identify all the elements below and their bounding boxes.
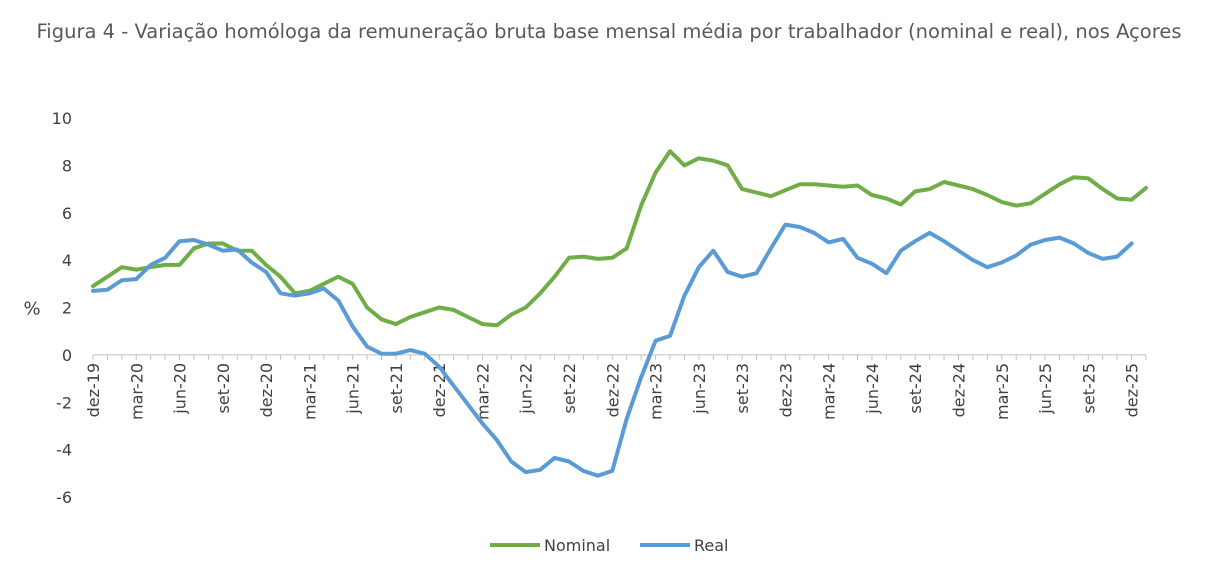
legend: Nominal Real (490, 536, 729, 555)
x-tick-label: dez-20 (257, 363, 276, 418)
x-tick-label: mar-22 (473, 363, 492, 420)
y-tick-label: 4 (62, 251, 72, 270)
x-tick-label: dez-21 (430, 363, 449, 418)
y-tick-label: 8 (62, 156, 72, 175)
x-tick-label: set-21 (387, 363, 406, 414)
x-tick-label: set-23 (733, 363, 752, 414)
y-tick-label: 6 (62, 204, 72, 223)
series-line-nominal (91, 149, 1148, 328)
y-tick-label: 2 (62, 299, 72, 318)
legend-label-real: Real (694, 536, 729, 555)
x-tick-label: mar-20 (127, 363, 146, 420)
x-tick-label: jun-20 (171, 363, 190, 415)
x-tick-label: dez-25 (1123, 363, 1142, 418)
series-line-real (91, 222, 1134, 478)
x-tick-label: set-22 (560, 363, 579, 414)
legend-label-nominal: Nominal (544, 536, 610, 555)
x-tick-label: mar-24 (820, 363, 839, 420)
x-tick-label: dez-22 (603, 363, 622, 418)
x-tick-label: set-25 (1079, 363, 1098, 414)
y-tick-label: -2 (56, 393, 72, 412)
x-tick-label: mar-23 (647, 363, 666, 420)
series-lines (91, 149, 1148, 478)
x-tick-label: mar-21 (300, 363, 319, 420)
y-tick-label: -6 (56, 488, 72, 507)
x-tick-label: jun-23 (690, 363, 709, 415)
y-tick-label: 0 (62, 346, 72, 365)
x-tick-label: jun-22 (517, 363, 536, 415)
y-tick-label: -4 (56, 441, 72, 460)
y-tick-label: 10 (52, 109, 72, 128)
x-tick-label: set-20 (214, 363, 233, 414)
chart-title: Figura 4 - Variação homóloga da remunera… (36, 20, 1182, 43)
x-tick-label: set-24 (906, 363, 925, 414)
x-tick-label: dez-23 (776, 363, 795, 418)
x-tick-label: mar-25 (993, 363, 1012, 420)
x-tick-label: dez-19 (84, 363, 103, 418)
axes: -6 -4 -2 0 2 4 6 8 10% dez-19 mar-20 jun-20 set-20 de… (23, 109, 1147, 507)
x-tick-label: jun-21 (344, 363, 363, 415)
x-tick-label: dez-24 (949, 363, 968, 418)
x-tick-label: jun-25 (1036, 363, 1055, 415)
y-axis-label: % (23, 299, 40, 320)
x-tick-label: jun-24 (863, 363, 882, 415)
